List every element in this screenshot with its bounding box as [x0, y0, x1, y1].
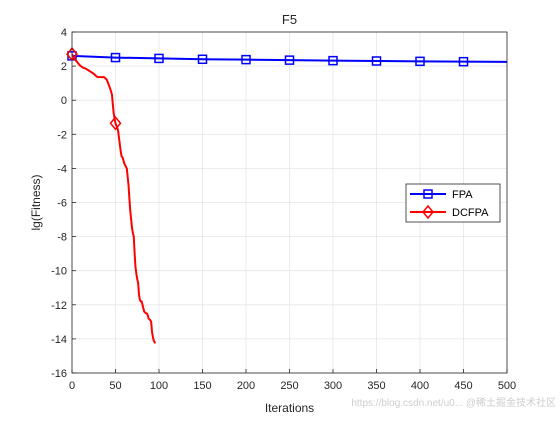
x-tick-label: 450: [454, 380, 472, 392]
series-line-dcfpa: [71, 53, 157, 344]
y-axis-label: lg(Fitness): [29, 174, 43, 230]
legend-marker-fpa: [423, 189, 433, 199]
watermark: https://blog.csdn.net/u0... @稀土掘金技术社区: [351, 396, 556, 409]
data-point-fpa: [284, 55, 295, 65]
x-tick-label: 350: [367, 380, 385, 392]
y-tick-label: -4: [57, 163, 67, 175]
y-tick-label: 4: [61, 27, 67, 39]
x-tick-label: 50: [109, 380, 121, 392]
y-tick-label: -14: [51, 334, 67, 346]
data-point-fpa: [197, 54, 208, 65]
data-point-fpa: [415, 56, 425, 67]
x-tick-label: 300: [324, 380, 342, 392]
data-point-fpa: [328, 55, 338, 66]
series-layer: [66, 46, 508, 344]
y-tick-label: -12: [51, 300, 67, 312]
y-tick-label: -16: [51, 368, 67, 380]
y-tick-label: -8: [57, 232, 67, 244]
x-tick-label: 100: [150, 380, 168, 392]
y-axis-ticks: -16 -14 -12 -10 -8 -6 -4 -2 0 2 4: [51, 27, 76, 380]
x-tick-label: 200: [237, 380, 255, 392]
x-tick-label: 500: [498, 380, 516, 392]
legend-box: [405, 183, 501, 223]
x-axis-ticks: 0 50 100 150 200 250 300 350 400 450 500: [69, 369, 516, 392]
data-point-fpa: [371, 56, 382, 66]
data-point-dcfpa: [109, 116, 122, 131]
data-point-fpa: [110, 52, 121, 63]
series-line-fpa: [71, 54, 508, 63]
x-tick-label: 250: [280, 380, 298, 392]
legend-label-dcfpa: DCFPA: [452, 207, 489, 219]
legend: FPA DCFPA: [405, 183, 501, 223]
x-tick-label: 150: [193, 380, 211, 392]
x-axis-label: Iterations: [265, 401, 314, 415]
data-point-fpa: [458, 56, 469, 67]
data-point-fpa: [154, 53, 164, 64]
y-tick-label: 2: [61, 61, 67, 73]
legend-label-fpa: FPA: [452, 189, 473, 201]
chart-title: F5: [282, 12, 297, 27]
legend-marker-dcfpa: [422, 204, 434, 220]
y-tick-label: -2: [57, 129, 67, 141]
y-tick-label: -10: [51, 266, 67, 278]
x-tick-label: 400: [411, 380, 429, 392]
y-tick-label: -6: [57, 198, 67, 210]
data-point-fpa: [241, 54, 251, 65]
x-tick-label: 0: [69, 380, 75, 392]
y-tick-label: 0: [61, 95, 67, 107]
